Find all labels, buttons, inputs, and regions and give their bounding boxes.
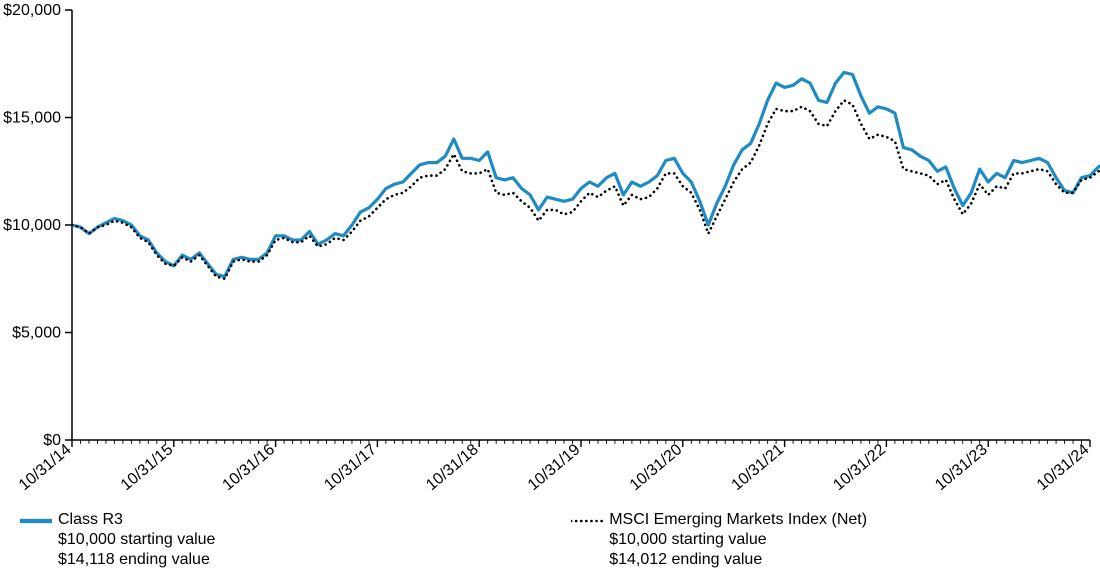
svg-text:$15,000: $15,000	[3, 110, 61, 127]
legend-end-value: $14,118 ending value	[58, 550, 215, 570]
legend-start-value: $10,000 starting value	[609, 530, 867, 550]
svg-text:$20,000: $20,000	[3, 2, 61, 19]
svg-text:$10,000: $10,000	[3, 217, 61, 234]
legend-swatch-solid	[20, 512, 52, 530]
legend-text-msci: MSCI Emerging Markets Index (Net) $10,00…	[609, 510, 867, 570]
legend-item-class-r3: Class R3 $10,000 starting value $14,118 …	[20, 510, 571, 570]
svg-text:$5,000: $5,000	[12, 325, 61, 342]
legend: Class R3 $10,000 starting value $14,118 …	[20, 510, 1080, 570]
legend-title: Class R3	[58, 510, 215, 530]
legend-swatch-dotted	[571, 512, 603, 530]
legend-item-msci: MSCI Emerging Markets Index (Net) $10,00…	[571, 510, 1080, 570]
legend-title: MSCI Emerging Markets Index (Net)	[609, 510, 867, 530]
growth-chart: $0$5,000$10,000$15,000$20,00010/31/1410/…	[0, 0, 1100, 578]
chart-svg: $0$5,000$10,000$15,000$20,00010/31/1410/…	[0, 0, 1100, 578]
legend-text-class-r3: Class R3 $10,000 starting value $14,118 …	[58, 510, 215, 570]
legend-end-value: $14,012 ending value	[609, 550, 867, 570]
legend-start-value: $10,000 starting value	[58, 530, 215, 550]
